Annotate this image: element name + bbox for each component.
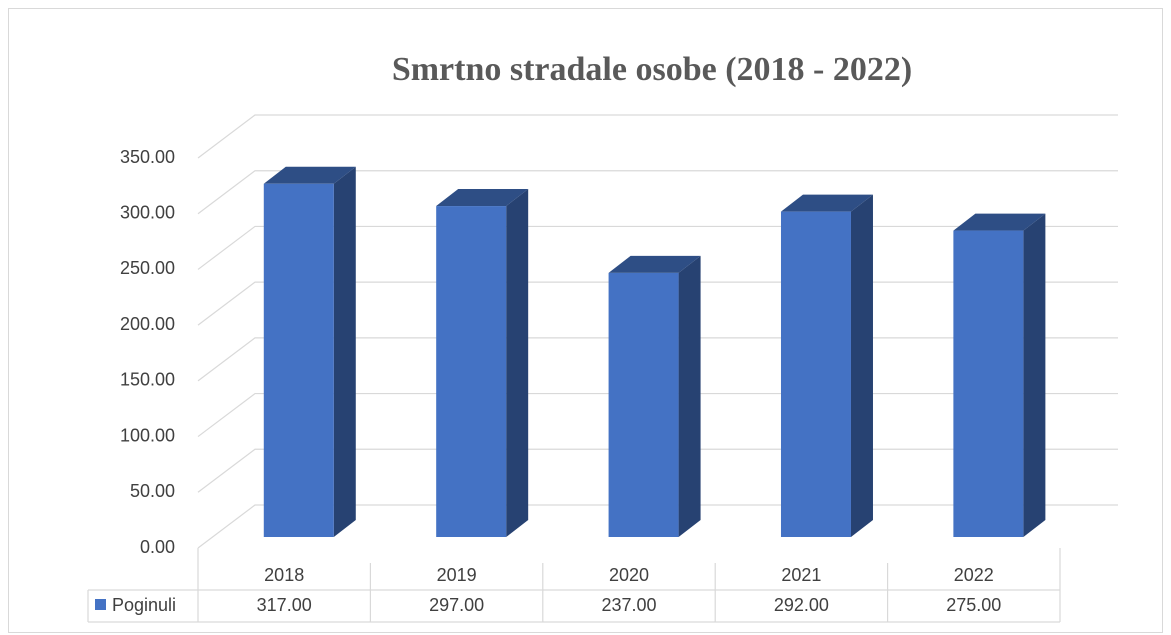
bar <box>780 211 851 537</box>
bar <box>953 230 1024 538</box>
y-tick-label: 100.00 <box>120 425 175 445</box>
bar-side <box>506 189 529 538</box>
x-tick-label: 2022 <box>954 565 994 585</box>
legend-label: Poginuli <box>112 595 176 615</box>
x-tick-label: 2021 <box>781 565 821 585</box>
bar-side <box>850 194 873 537</box>
x-tick-label: 2018 <box>264 565 304 585</box>
table-value: 297.00 <box>429 595 484 615</box>
y-tick-label: 350.00 <box>120 147 175 167</box>
bar-side <box>333 166 356 537</box>
bar-top <box>263 166 356 184</box>
grid-line <box>197 170 1118 215</box>
y-tick-label: 0.00 <box>140 537 175 557</box>
bar-top <box>608 255 701 273</box>
table-value: 292.00 <box>774 595 829 615</box>
table-value: 237.00 <box>601 595 656 615</box>
legend-swatch <box>95 599 106 610</box>
x-tick-label: 2020 <box>609 565 649 585</box>
x-tick-label: 2019 <box>437 565 477 585</box>
bar-top <box>953 213 1046 231</box>
bar-side <box>678 255 701 537</box>
table-value: 317.00 <box>257 595 312 615</box>
y-tick-label: 300.00 <box>120 202 175 222</box>
table-value: 275.00 <box>946 595 1001 615</box>
y-tick-label: 250.00 <box>120 258 175 278</box>
grid-line <box>197 114 1118 159</box>
bar <box>263 183 334 537</box>
y-tick-label: 50.00 <box>130 481 175 501</box>
y-tick-label: 150.00 <box>120 370 175 390</box>
y-tick-label: 200.00 <box>120 314 175 334</box>
bar-top <box>436 189 529 207</box>
bar-side <box>1023 213 1046 538</box>
bar <box>608 272 679 537</box>
bar-top <box>780 194 873 212</box>
bar <box>436 206 507 538</box>
chart-title: Smrtno stradale osobe (2018 - 2022) <box>392 51 912 88</box>
